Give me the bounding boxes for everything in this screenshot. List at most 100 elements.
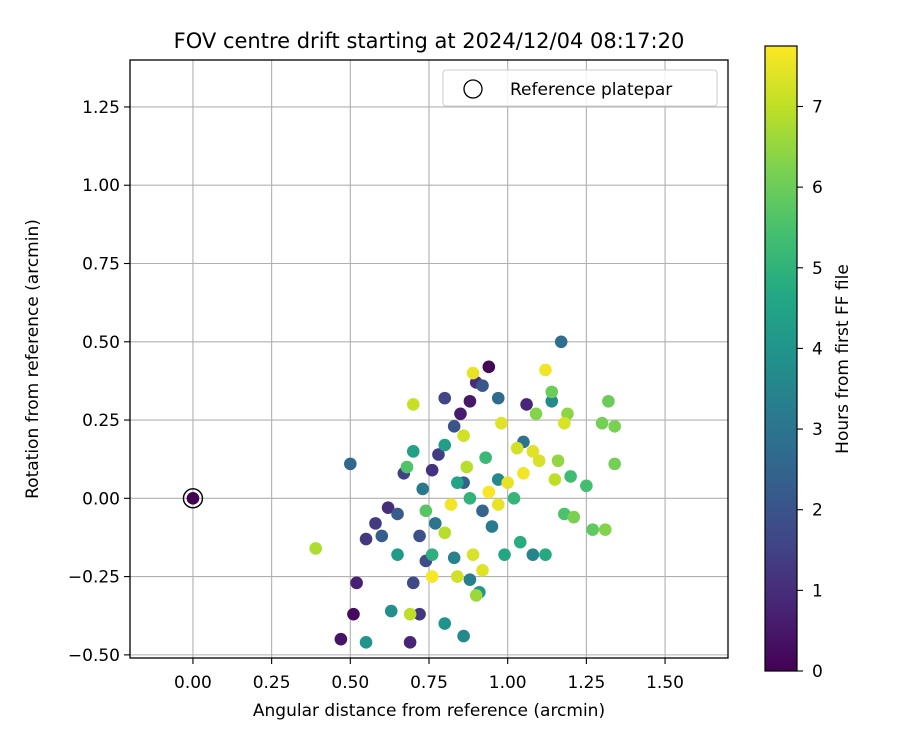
data-point (526, 445, 540, 458)
data-point (526, 548, 540, 561)
data-point (406, 398, 420, 411)
y-tick-label: 1.25 (82, 98, 120, 118)
data-point (350, 576, 363, 590)
data-point (444, 498, 458, 511)
data-point (545, 385, 559, 399)
x-axis-label: Angular distance from reference (arcmin) (253, 701, 605, 721)
legend-label: Reference platepar (510, 80, 672, 100)
data-point (476, 504, 489, 518)
y-tick-label: 0.25 (82, 411, 120, 431)
colorbar-tick-label: 1 (812, 581, 823, 601)
data-point (466, 548, 480, 561)
data-point (384, 604, 398, 618)
data-point (406, 576, 420, 590)
data-point (428, 517, 442, 530)
data-point (491, 391, 505, 405)
data-point (334, 632, 348, 646)
legend: Reference platepar (442, 69, 718, 107)
data-point (406, 445, 420, 458)
data-point (359, 532, 373, 546)
chart-title: FOV centre drift starting at 2024/12/04 … (174, 29, 685, 53)
data-point (517, 466, 530, 480)
data-point (391, 548, 404, 561)
data-point (413, 529, 426, 543)
data-point (309, 542, 322, 555)
data-point (438, 526, 452, 540)
data-point (466, 366, 480, 380)
data-point (447, 420, 461, 433)
data-point (451, 476, 464, 489)
data-point (482, 360, 496, 374)
data-point (400, 460, 414, 474)
data-point (498, 548, 511, 561)
data-point (485, 520, 499, 533)
data-point (425, 548, 439, 561)
data-point (539, 363, 552, 377)
data-point (491, 498, 505, 511)
data-point (479, 451, 492, 464)
colorbar-ticks: 0 1 2 3 4 5 6 7 (797, 97, 823, 682)
x-tick-label: 1.25 (567, 673, 605, 693)
data-point (608, 457, 621, 471)
colorbar-tick-label: 2 (812, 501, 823, 521)
y-tick-label: 1.00 (82, 176, 120, 196)
data-point (425, 570, 439, 583)
data-point (186, 492, 200, 505)
data-point (567, 510, 581, 524)
data-point (375, 529, 389, 543)
colorbar-tick-label: 3 (812, 420, 823, 440)
grid (130, 60, 728, 658)
data-point (413, 607, 426, 621)
y-tick-label: −0.25 (68, 568, 120, 588)
data-point (586, 523, 599, 536)
y-tick-label: 0.00 (82, 489, 120, 509)
data-point (580, 479, 593, 493)
data-point (469, 589, 483, 602)
data-point (595, 416, 609, 430)
data-point (551, 454, 565, 468)
colorbar-tick-label: 6 (812, 178, 823, 198)
colorbar-tick-label: 7 (812, 97, 823, 117)
x-axis-ticks: 0.00 0.25 0.50 0.75 1.00 1.25 1.50 (174, 658, 684, 693)
data-point (451, 570, 464, 583)
data-point (381, 501, 395, 515)
data-point (447, 551, 461, 565)
data-point (432, 448, 445, 461)
x-tick-label: 1.50 (646, 673, 684, 693)
data-point (359, 636, 373, 649)
data-point (463, 394, 477, 408)
data-point (425, 463, 439, 477)
data-point (507, 492, 521, 505)
data-point (419, 504, 433, 518)
x-tick-label: 0.25 (253, 673, 291, 693)
data-point (438, 391, 452, 405)
data-point (545, 394, 559, 408)
data-point (476, 379, 489, 392)
colorbar (764, 45, 798, 672)
data-point (520, 398, 533, 411)
reference-platepar-marker (182, 488, 204, 509)
data-point (344, 457, 357, 471)
data-point (438, 617, 452, 630)
y-tick-label: 0.75 (82, 255, 120, 275)
data-point (529, 407, 543, 421)
colorbar-tick-label: 4 (812, 339, 823, 359)
data-point (513, 535, 527, 549)
data-point (495, 416, 508, 430)
data-point (602, 394, 615, 408)
colorbar-label: Hours from first FF file (833, 264, 853, 454)
legend-marker-icon (463, 79, 483, 99)
colorbar-tick-label: 0 (812, 662, 823, 682)
data-point (403, 636, 417, 649)
data-point (463, 492, 477, 505)
data-point (510, 441, 524, 455)
x-tick-label: 0.75 (410, 673, 448, 693)
data-point (548, 473, 562, 486)
data-point (457, 629, 470, 643)
data-point (476, 564, 489, 577)
colorbar-tick-label: 5 (812, 259, 823, 279)
data-point (532, 454, 546, 468)
data-point (501, 476, 514, 489)
data-point (608, 420, 621, 433)
